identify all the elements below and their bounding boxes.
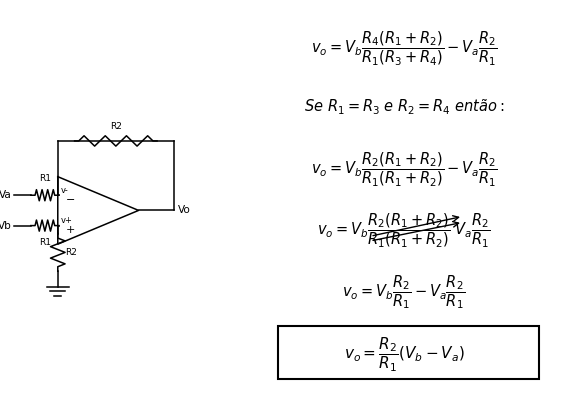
Text: R1: R1: [39, 238, 51, 247]
Text: $-$: $-$: [65, 193, 75, 203]
Text: $v_o=\dfrac{R_2}{R_1}(V_b-V_a)$: $v_o=\dfrac{R_2}{R_1}(V_b-V_a)$: [343, 336, 465, 374]
Text: $v_o=V_b\dfrac{R_2(R_1+R_2)}{R_1(R_1+R_2)}\ V_a\dfrac{R_2}{R_1}$: $v_o=V_b\dfrac{R_2(R_1+R_2)}{R_1(R_1+R_2…: [317, 211, 491, 249]
Text: $v_o=V_b\dfrac{R_4(R_1+R_2)}{R_1(R_3+R_4)}-V_a\dfrac{R_2}{R_1}$: $v_o=V_b\dfrac{R_4(R_1+R_2)}{R_1(R_3+R_4…: [311, 29, 497, 67]
Text: v+: v+: [61, 216, 73, 225]
Text: Vb: Vb: [0, 221, 11, 231]
Text: $v_o=V_b\dfrac{R_2(R_1+R_2)}{R_1(R_1+R_2)}-V_a\dfrac{R_2}{R_1}$: $v_o=V_b\dfrac{R_2(R_1+R_2)}{R_1(R_1+R_2…: [311, 150, 497, 188]
Text: $+$: $+$: [65, 224, 75, 235]
Text: Va: Va: [0, 190, 11, 200]
FancyBboxPatch shape: [278, 326, 539, 379]
Text: Vo: Vo: [178, 205, 191, 216]
Text: R2: R2: [65, 248, 77, 257]
Text: $\mathit{Se\ R_1{=}R_3\ e\ R_2{=}R_4\ ent\~{a}o:}$: $\mathit{Se\ R_1{=}R_3\ e\ R_2{=}R_4\ en…: [304, 97, 504, 117]
Text: v-: v-: [61, 186, 69, 195]
Text: R2: R2: [110, 122, 122, 131]
Text: $v_o=V_b\dfrac{R_2}{R_1}-V_a\dfrac{R_2}{R_1}$: $v_o=V_b\dfrac{R_2}{R_1}-V_a\dfrac{R_2}{…: [342, 273, 466, 311]
Text: R1: R1: [39, 173, 51, 183]
